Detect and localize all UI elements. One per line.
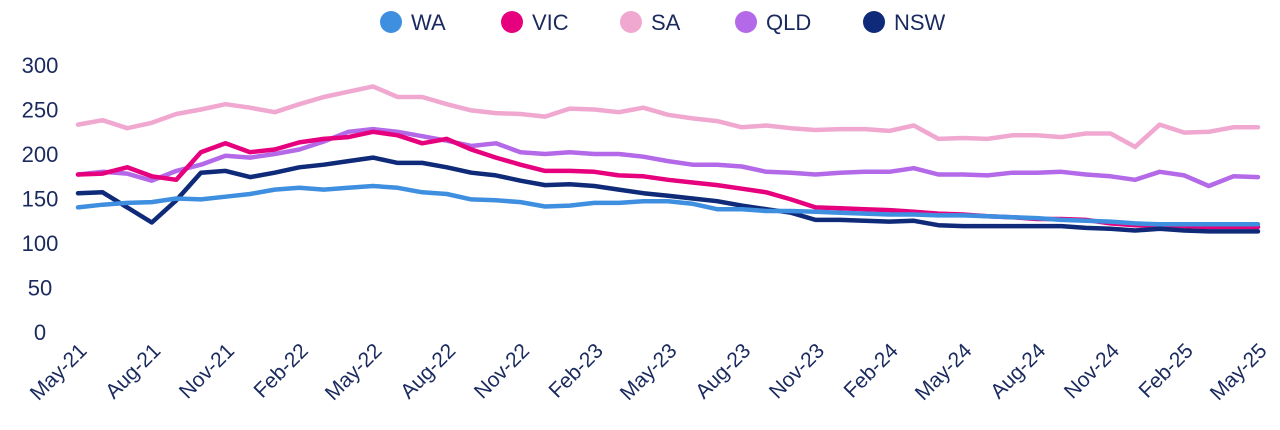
x-tick-label: Feb-24 <box>839 339 903 403</box>
legend-item-vic: VIC <box>501 10 569 35</box>
legend-marker <box>735 11 757 33</box>
series-line-nsw <box>75 155 1261 234</box>
y-axis: 0 50 100 150 200 250 300 <box>22 53 59 345</box>
x-tick-label: Feb-25 <box>1134 339 1197 402</box>
legend-marker <box>863 11 885 33</box>
x-tick-label: May-25 <box>1206 339 1272 405</box>
legend-marker <box>501 11 523 33</box>
x-tick-label: May-22 <box>321 339 387 405</box>
x-tick-label: May-21 <box>26 339 92 405</box>
legend-item-wa: WA <box>380 10 446 35</box>
legend: WA VIC SA QLD NSW <box>380 10 946 35</box>
x-tick-label: Nov-24 <box>1060 339 1124 403</box>
series-line-qld <box>75 126 1261 189</box>
x-tick-label: Nov-22 <box>470 339 534 403</box>
legend-label: WA <box>411 10 446 35</box>
x-tick-label: Aug-23 <box>691 339 755 403</box>
x-axis: May-21 Aug-21 Nov-21 Feb-22 May-22 Aug-22 Nov-… <box>26 339 1272 405</box>
legend-label: VIC <box>532 10 569 35</box>
x-tick-label: Aug-22 <box>396 339 460 403</box>
series-line-sa <box>75 84 1261 150</box>
legend-item-nsw: NSW <box>863 10 946 35</box>
x-tick-label: May-23 <box>616 339 682 405</box>
y-tick-label: 200 <box>22 142 59 167</box>
x-tick-label: Feb-22 <box>249 339 312 402</box>
y-tick-label: 0 <box>34 320 46 345</box>
x-tick-label: Nov-23 <box>765 339 829 403</box>
legend-label: QLD <box>766 10 811 35</box>
legend-label: SA <box>651 10 681 35</box>
x-tick-label: Aug-21 <box>101 339 165 403</box>
legend-label: NSW <box>894 10 946 35</box>
y-tick-label: 250 <box>22 98 59 123</box>
y-tick-label: 150 <box>22 187 59 212</box>
y-tick-label: 50 <box>28 276 52 301</box>
series-line-vic <box>75 129 1261 230</box>
x-tick-label: Feb-23 <box>544 339 607 402</box>
legend-item-sa: SA <box>620 10 681 35</box>
legend-marker <box>380 11 402 33</box>
legend-item-qld: QLD <box>735 10 811 35</box>
series-line-wa <box>75 183 1261 227</box>
x-tick-label: Nov-21 <box>175 339 239 403</box>
x-tick-label: May-24 <box>911 339 977 405</box>
y-tick-label: 100 <box>22 231 59 256</box>
plot-area <box>75 84 1261 234</box>
x-tick-label: Aug-24 <box>986 339 1050 403</box>
y-tick-label: 300 <box>22 53 59 78</box>
legend-marker <box>620 11 642 33</box>
